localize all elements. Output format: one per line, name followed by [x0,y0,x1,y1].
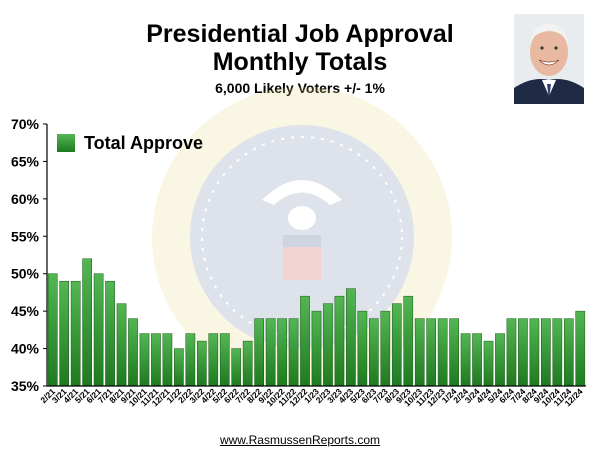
bar [357,310,368,387]
bar [300,295,310,387]
bar [426,318,437,387]
bar [70,280,81,387]
chart-subtitle: 6,000 Likely Voters +/- 1% [0,80,600,96]
bar [82,258,92,387]
bar [483,340,494,387]
bar [460,333,471,387]
y-tick-label: 65% [11,153,40,169]
bar [59,280,70,387]
bar [380,310,391,387]
bar [391,303,402,387]
bar [552,318,563,387]
chart-title: Presidential Job Approval Monthly Totals [0,20,600,76]
bar [128,318,138,387]
bar [414,318,425,387]
bar [47,273,58,387]
bar [242,340,253,387]
bar [288,318,299,387]
bar [93,273,104,387]
y-tick-label: 40% [11,341,40,357]
bar [472,333,482,387]
title-line-2: Monthly Totals [212,48,388,76]
president-photo [514,14,584,104]
bar [541,318,551,387]
bar [174,348,184,387]
bar [265,318,276,387]
bar [105,280,115,387]
bar [254,318,264,387]
bar [162,333,173,387]
footer-url-link[interactable]: www.RasmussenReports.com [219,433,381,447]
y-tick-label: 50% [11,266,40,282]
legend-swatch [57,134,75,152]
y-tick-label: 60% [11,191,40,207]
bar [323,303,333,387]
bar [139,333,150,387]
bar [563,318,574,387]
bar [231,348,242,387]
bar [437,318,448,387]
y-tick-label: 70% [11,116,40,132]
bar [506,318,517,387]
bar [185,333,196,387]
y-tick-label: 45% [11,303,40,319]
bar [151,333,161,387]
y-tick-label: 35% [11,378,40,394]
bar [116,303,127,387]
bar [208,333,219,387]
legend: Total Approve [57,133,203,153]
legend-label: Total Approve [84,133,203,153]
bar [495,333,505,387]
presidential-seal-watermark [152,87,452,387]
bar [403,295,414,387]
bar [219,333,230,387]
bar [518,318,528,387]
bar [311,310,322,387]
bar [334,295,345,387]
bar [449,318,459,387]
bar [529,318,540,387]
title-line-1: Presidential Job Approval [146,20,454,48]
bar [196,340,207,387]
bar [277,318,287,387]
bar [346,288,356,387]
y-tick-label: 55% [11,228,40,244]
bar [369,318,379,387]
bar [575,310,586,387]
